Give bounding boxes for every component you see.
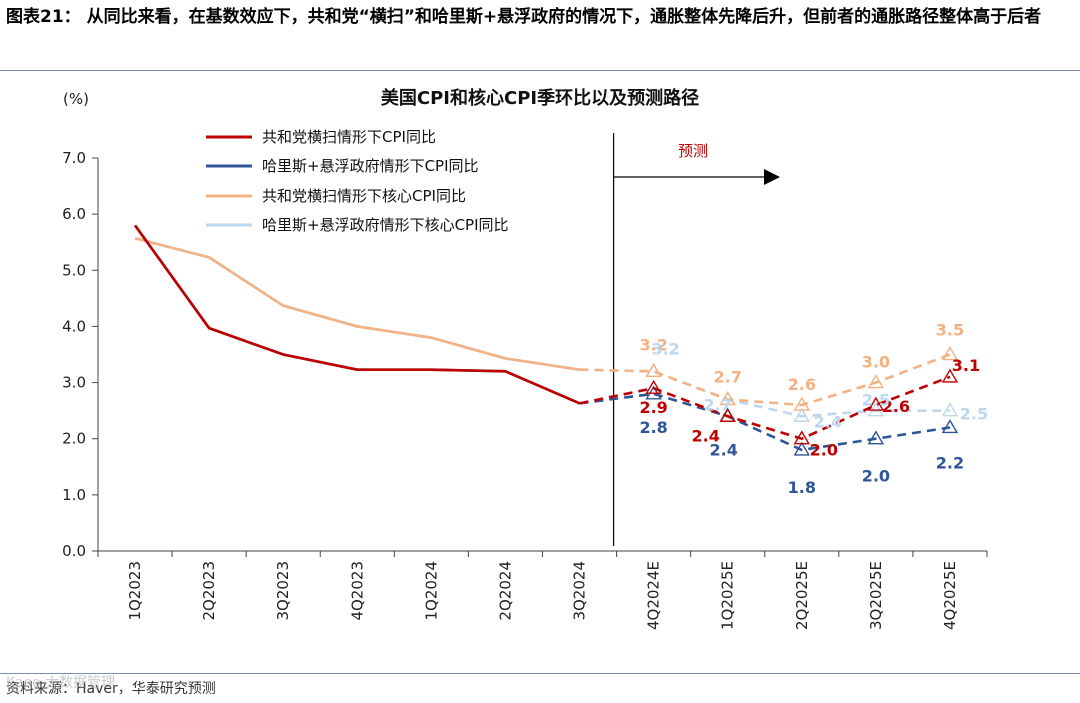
forecast-marker xyxy=(941,419,959,434)
x-tick-label: 3Q2024 xyxy=(571,561,589,621)
figure-title: 图表21： 从同比来看，在基数效应下，共和党“横扫”和哈里斯+悬浮政府的情况下，… xyxy=(6,7,1042,27)
forecast-marker xyxy=(793,441,811,456)
y-tick-label: 7.0 xyxy=(62,149,86,167)
y-tick-label: 6.0 xyxy=(62,205,86,223)
x-tick-label: 1Q2024 xyxy=(422,561,440,621)
data-label: 2.6 xyxy=(788,375,816,394)
series-line-actual xyxy=(133,224,581,405)
legend-label: 哈里斯+悬浮政府情形下核心CPI同比 xyxy=(262,216,509,234)
data-label: 3.2 xyxy=(651,339,679,358)
y-tick-label: 1.0 xyxy=(62,486,86,504)
series-line-actual xyxy=(133,224,581,405)
y-tick-label: 0.0 xyxy=(62,542,86,560)
top-divider xyxy=(0,70,1080,71)
y-tick-label: 4.0 xyxy=(62,317,86,335)
data-label: 3.0 xyxy=(862,353,890,372)
y-axis-unit: (%) xyxy=(63,90,89,108)
forecast-marker xyxy=(867,396,885,411)
forecast-marker xyxy=(793,407,811,422)
x-tick-label: 2Q2025E xyxy=(793,561,811,630)
x-tick-label: 1Q2025E xyxy=(719,561,737,630)
y-tick-label: 2.0 xyxy=(62,430,86,448)
forecast-marker xyxy=(719,407,736,422)
forecast-marker xyxy=(941,346,959,361)
bottom-divider xyxy=(0,673,1080,674)
forecast-marker xyxy=(645,379,662,394)
x-tick-label: 4Q2025E xyxy=(941,561,959,630)
data-label: 2.5 xyxy=(862,391,890,410)
x-tick-label: 4Q2024E xyxy=(645,561,663,630)
data-label: 2.7 xyxy=(714,367,742,386)
x-tick-label: 2Q2023 xyxy=(200,561,218,621)
y-tick-label: 3.0 xyxy=(62,374,86,392)
forecast-marker xyxy=(793,430,811,445)
forecast-marker xyxy=(941,402,959,417)
y-tick-label: 5.0 xyxy=(62,261,86,279)
series-line-forecast xyxy=(579,392,951,452)
forecast-marker xyxy=(645,362,662,378)
x-tick-label: 1Q2023 xyxy=(126,561,144,621)
legend-label: 哈里斯+悬浮政府情形下CPI同比 xyxy=(262,157,479,175)
series-line-forecast xyxy=(579,375,951,441)
series-line-actual xyxy=(134,237,580,371)
data-label: 2.0 xyxy=(810,441,838,460)
x-tick-label: 4Q2023 xyxy=(348,561,366,621)
forecast-arrow-head xyxy=(764,169,780,185)
data-label: 2.0 xyxy=(862,467,890,486)
data-label: 3.5 xyxy=(936,321,964,340)
data-label: 2.9 xyxy=(639,398,667,417)
data-label: 1.8 xyxy=(788,478,816,497)
x-tick-label: 2Q2024 xyxy=(496,561,514,621)
data-label: 2.2 xyxy=(936,453,964,472)
x-tick-label: 3Q2023 xyxy=(274,561,292,621)
legend-label: 共和党横扫情形下CPI同比 xyxy=(262,128,436,146)
watermark-text: Kaoo 大数据管理 xyxy=(6,675,116,691)
data-label: 3.2 xyxy=(639,335,667,354)
forecast-marker xyxy=(719,391,736,406)
data-label: 3.1 xyxy=(952,356,980,375)
forecast-label: 预测 xyxy=(678,142,708,160)
legend-label: 共和党横扫情形下核心CPI同比 xyxy=(262,187,466,205)
data-label: 2.5 xyxy=(960,405,988,424)
x-tick-label: 3Q2025E xyxy=(867,561,885,630)
series-line-forecast xyxy=(579,353,951,407)
forecast-marker xyxy=(793,396,811,411)
forecast-marker xyxy=(867,374,885,389)
forecast-marker xyxy=(941,368,959,383)
source-note: 资料来源：Haver，华泰研究预测 xyxy=(6,681,216,697)
data-label: 2.7 xyxy=(704,395,732,414)
data-label: 2.4 xyxy=(814,412,842,431)
chart-title: 美国CPI和核心CPI季环比以及预测路径 xyxy=(381,87,699,109)
data-label: 2.8 xyxy=(639,418,667,437)
series-line-actual xyxy=(134,237,580,371)
data-label: 2.4 xyxy=(692,426,720,445)
forecast-marker xyxy=(867,430,885,445)
data-label: 2.4 xyxy=(710,440,738,459)
data-label: 2.6 xyxy=(882,397,910,416)
